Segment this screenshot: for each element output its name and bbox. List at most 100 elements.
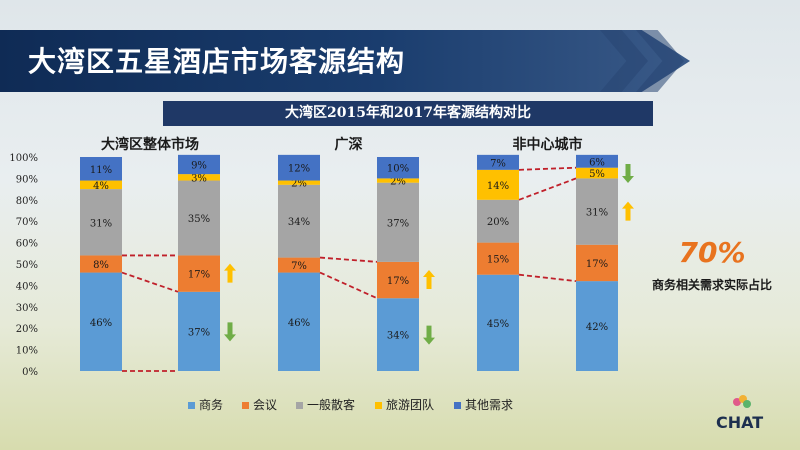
data-label: 4% [93, 181, 109, 192]
data-label: 17% [387, 276, 409, 287]
y-tick-label: 70% [16, 217, 38, 228]
bar-segment [576, 281, 618, 371]
legend-swatch [375, 402, 382, 409]
data-label: 31% [586, 208, 608, 219]
data-label: 17% [188, 270, 210, 281]
legend-swatch [296, 402, 303, 409]
arrow-down-icon [224, 322, 236, 342]
page-title: 大湾区五星酒店市场客源结构 [28, 45, 406, 78]
data-label: 9% [191, 160, 207, 171]
connector-line [319, 271, 378, 300]
bar-segment [178, 154, 220, 175]
title-banner [0, 30, 690, 92]
data-label: 46% [288, 318, 310, 329]
arrow-up-icon [622, 201, 634, 221]
y-tick-label: 50% [16, 260, 38, 271]
data-label: 2% [291, 179, 307, 190]
data-label: 6% [589, 157, 605, 168]
bar-segment [80, 157, 122, 181]
data-label: 35% [188, 214, 210, 225]
y-tick-label: 100% [9, 153, 38, 164]
legend-label: 会议 [253, 398, 277, 412]
bar-segment [80, 272, 122, 371]
data-label: 2% [390, 177, 406, 188]
bar-segment [377, 261, 419, 299]
bar-segment [80, 189, 122, 256]
callout-value: 70% [678, 236, 745, 269]
bar-segment [377, 157, 419, 179]
bar-segment [178, 174, 220, 181]
data-label: 8% [93, 260, 109, 271]
bar-segment [278, 257, 320, 273]
y-tick-label: 30% [16, 303, 38, 314]
bar-segment [278, 272, 320, 371]
data-label: 20% [487, 217, 509, 228]
bar-segment [178, 255, 220, 292]
legend-swatch [188, 402, 195, 409]
data-label: 42% [586, 322, 608, 333]
data-label: 45% [487, 319, 509, 330]
data-label: 7% [291, 261, 307, 272]
data-label: 5% [589, 169, 605, 180]
legend-label: 其他需求 [465, 398, 513, 412]
data-label: 37% [188, 327, 210, 338]
bar-segment [278, 184, 320, 258]
connector-line [518, 166, 577, 171]
data-label: 3% [191, 173, 207, 184]
bar-segment [477, 169, 519, 200]
data-label: 37% [387, 218, 409, 229]
data-label: 14% [487, 181, 509, 192]
y-tick-label: 80% [16, 196, 38, 207]
data-label: 10% [387, 164, 409, 175]
bar-segment [576, 167, 618, 179]
y-tick-label: 40% [16, 281, 38, 292]
bar-segment [377, 182, 419, 262]
bar-segment [576, 178, 618, 245]
bar-segment [80, 180, 122, 190]
connector-line [121, 271, 179, 293]
chart-title: 大湾区2015年和2017年客源结构对比 [285, 105, 531, 121]
legend-label: 旅游团队 [386, 397, 434, 412]
y-tick-label: 10% [16, 346, 38, 357]
connector-line [518, 273, 577, 283]
data-label: 15% [487, 255, 509, 266]
chat-logo-icon [733, 395, 751, 408]
legend-label: 一般散客 [307, 397, 355, 412]
data-label: 12% [288, 164, 310, 175]
data-label: 31% [90, 218, 112, 229]
data-label: 17% [586, 259, 608, 270]
brand-text: CHAT [716, 413, 764, 432]
bar-segment [377, 298, 419, 371]
connector-line [518, 177, 577, 201]
bar-segment [278, 180, 320, 185]
arrow-up-icon [224, 263, 236, 283]
data-label: 7% [490, 158, 506, 169]
y-tick-label: 60% [16, 239, 38, 250]
bar-segment [477, 154, 519, 170]
bar-segment [80, 255, 122, 273]
data-label: 11% [90, 165, 112, 176]
data-label: 34% [288, 217, 310, 228]
y-tick-label: 0% [22, 367, 38, 378]
legend-swatch [454, 402, 461, 409]
data-label: 46% [90, 318, 112, 329]
group-label: 大湾区整体市场 [101, 136, 199, 153]
bar-segment [477, 274, 519, 371]
arrow-down-icon [622, 164, 634, 184]
callout-label: 商务相关需求实际占比 [652, 277, 772, 292]
bar-segment [377, 178, 419, 183]
bar-segment [576, 244, 618, 282]
group-label: 非中心城市 [513, 136, 583, 153]
group-label: 广深 [335, 136, 363, 153]
bar-segment [278, 154, 320, 181]
bar-segment [477, 199, 519, 243]
bar-segment [576, 154, 618, 168]
legend-swatch [242, 402, 249, 409]
bar-segment [477, 242, 519, 275]
connector-line [319, 256, 378, 263]
bar-segment [178, 180, 220, 256]
bar-segment [178, 291, 220, 371]
y-tick-label: 20% [16, 324, 38, 335]
arrow-down-icon [423, 325, 435, 345]
